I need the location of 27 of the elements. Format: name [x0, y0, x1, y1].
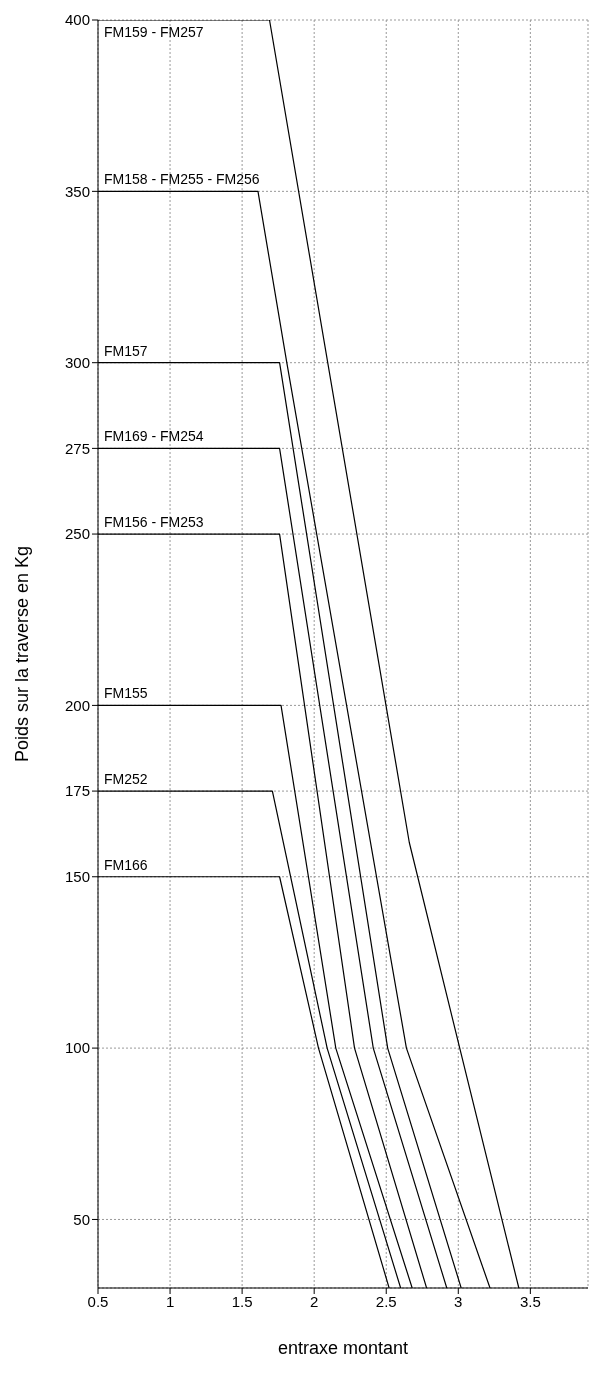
y-tick-label: 100 [64, 1039, 90, 1057]
x-tick-label: 1.5 [231, 1292, 253, 1310]
series-label: FM159 - FM257 [104, 24, 204, 40]
series-label: FM157 [104, 342, 148, 359]
x-tick-label: 3.5 [519, 1292, 541, 1310]
y-tick-label: 400 [64, 11, 90, 29]
x-tick-label: 3 [454, 1292, 463, 1310]
y-tick-label: 200 [64, 696, 90, 714]
x-axis-title: entraxe montant [277, 1338, 409, 1358]
series-label: FM252 [104, 771, 148, 788]
x-tick-label: 0.5 [87, 1292, 109, 1310]
x-tick-label: 1 [165, 1292, 175, 1310]
y-tick-label: 350 [64, 182, 90, 200]
y-axis-title: Poids sur la traverse en Kg [12, 545, 33, 763]
series-label: FM169 - FM254 [104, 428, 204, 445]
series-label: FM158 - FM255 - FM256 [104, 171, 260, 188]
x-tick-label: 2 [310, 1292, 319, 1310]
x-tick-label: 2.5 [375, 1292, 397, 1310]
y-tick-label: 50 [73, 1210, 90, 1228]
y-tick-label: 300 [64, 354, 90, 372]
series-label: FM155 [104, 685, 148, 702]
y-tick-label: 150 [64, 868, 90, 886]
y-tick-label: 175 [64, 782, 90, 800]
y-tick-label: 250 [64, 525, 90, 543]
series-label: FM156 - FM253 [104, 514, 204, 531]
series-label: FM166 [104, 856, 148, 873]
y-tick-label: 275 [64, 439, 90, 457]
